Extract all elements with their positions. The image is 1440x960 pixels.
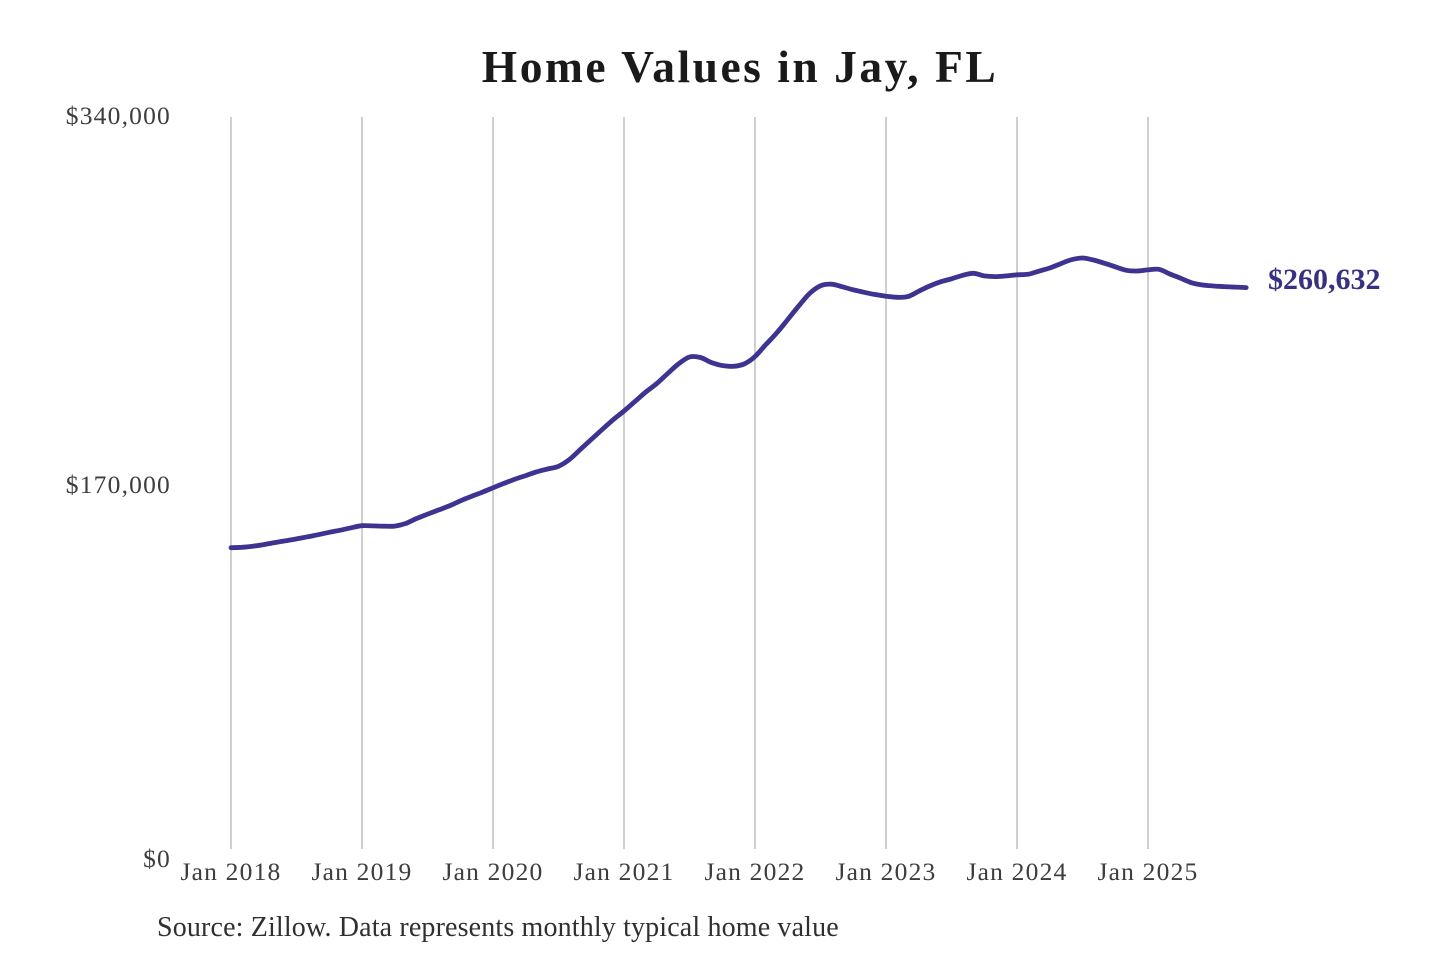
svg-text:$340,000: $340,000 <box>66 101 171 130</box>
svg-text:Jan 2023: Jan 2023 <box>836 857 937 886</box>
svg-text:$0: $0 <box>143 844 171 873</box>
svg-text:Home Values in Jay, FL: Home Values in Jay, FL <box>482 41 998 92</box>
svg-text:$260,632: $260,632 <box>1268 263 1381 296</box>
svg-text:$170,000: $170,000 <box>66 470 171 499</box>
svg-text:Jan 2018: Jan 2018 <box>181 857 282 886</box>
svg-text:Jan 2021: Jan 2021 <box>574 857 675 886</box>
svg-text:Jan 2020: Jan 2020 <box>443 857 544 886</box>
svg-text:Jan 2024: Jan 2024 <box>967 857 1068 886</box>
svg-text:Source: Zillow. Data represent: Source: Zillow. Data represents monthly … <box>157 912 839 943</box>
svg-text:Jan 2022: Jan 2022 <box>705 857 806 886</box>
svg-text:Jan 2025: Jan 2025 <box>1098 857 1199 886</box>
svg-text:Jan 2019: Jan 2019 <box>312 857 413 886</box>
